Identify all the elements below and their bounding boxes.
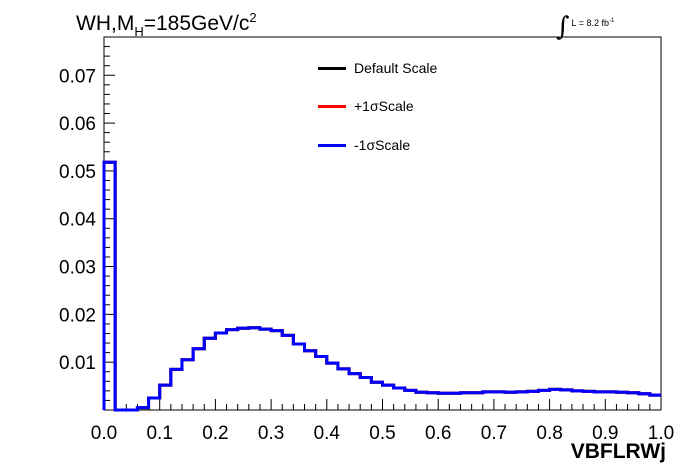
legend-label-minus1sigma: -1σScale bbox=[354, 137, 411, 153]
x-tick-label: 0.1 bbox=[146, 423, 172, 444]
x-axis-title: VBFLRWj bbox=[570, 440, 666, 463]
series-layer bbox=[102, 160, 661, 412]
y-tick-label: 0.05 bbox=[59, 162, 96, 183]
legend-item-plus1sigma: +1σScale bbox=[318, 96, 414, 116]
y-tick-label: 0.01 bbox=[59, 353, 96, 374]
chart-title: WH,MH=185GeV/c2 bbox=[76, 10, 257, 39]
x-tick-label: 0.6 bbox=[425, 423, 451, 444]
luminosity-exponent: -1 bbox=[609, 18, 615, 24]
y-tick-label: 0.03 bbox=[59, 258, 96, 279]
title-subscript: H bbox=[134, 24, 144, 39]
y-tick-label: 0.06 bbox=[59, 114, 96, 135]
x-tick-label: 0.2 bbox=[202, 423, 228, 444]
x-tick-label: 0.4 bbox=[314, 423, 341, 444]
series-2-histogram bbox=[102, 160, 661, 412]
title-suffix: =185GeV/c bbox=[143, 12, 250, 35]
x-tick-label: 0.5 bbox=[369, 423, 395, 444]
legend-label-plus1sigma: +1σScale bbox=[354, 98, 414, 114]
legend-line-plus1sigma bbox=[318, 104, 346, 108]
plot-frame bbox=[103, 36, 662, 411]
y-tick-label: 0.02 bbox=[59, 305, 96, 326]
series-1-histogram bbox=[102, 160, 661, 412]
luminosity-label: ∫ L = 8.2 fb-1 bbox=[556, 12, 614, 42]
legend-line-default bbox=[318, 66, 346, 70]
x-tick-label: 0.8 bbox=[536, 423, 562, 444]
legend-label-default: Default Scale bbox=[354, 60, 438, 76]
x-tick-label: 0.9 bbox=[592, 423, 618, 444]
legend-line-minus1sigma bbox=[318, 143, 346, 147]
x-tick-label: 1.0 bbox=[648, 423, 674, 444]
legend-item-default: Default Scale bbox=[318, 58, 437, 78]
y-tick-label: 0.07 bbox=[59, 66, 96, 87]
y-axis: 0.01 0.02 0.03 0.04 0.05 0.06 0.07 bbox=[59, 36, 115, 401]
legend-item-minus1sigma: -1σScale bbox=[318, 135, 410, 155]
x-tick-label: 0.0 bbox=[91, 423, 117, 444]
series-0-histogram bbox=[102, 160, 661, 412]
title-prefix: WH,M bbox=[76, 12, 135, 35]
y-tick-label: 0.04 bbox=[59, 210, 96, 231]
title-superscript: 2 bbox=[249, 10, 257, 25]
x-axis: 0.0 0.1 0.2 0.3 0.4 0.5 0.6 0.7 0.8 0.9 1.0 bbox=[91, 399, 674, 444]
integral-symbol: ∫ bbox=[556, 12, 570, 42]
x-tick-label: 0.7 bbox=[481, 423, 507, 444]
luminosity-text: L = 8.2 fb bbox=[571, 18, 609, 28]
x-tick-label: 0.3 bbox=[258, 423, 284, 444]
